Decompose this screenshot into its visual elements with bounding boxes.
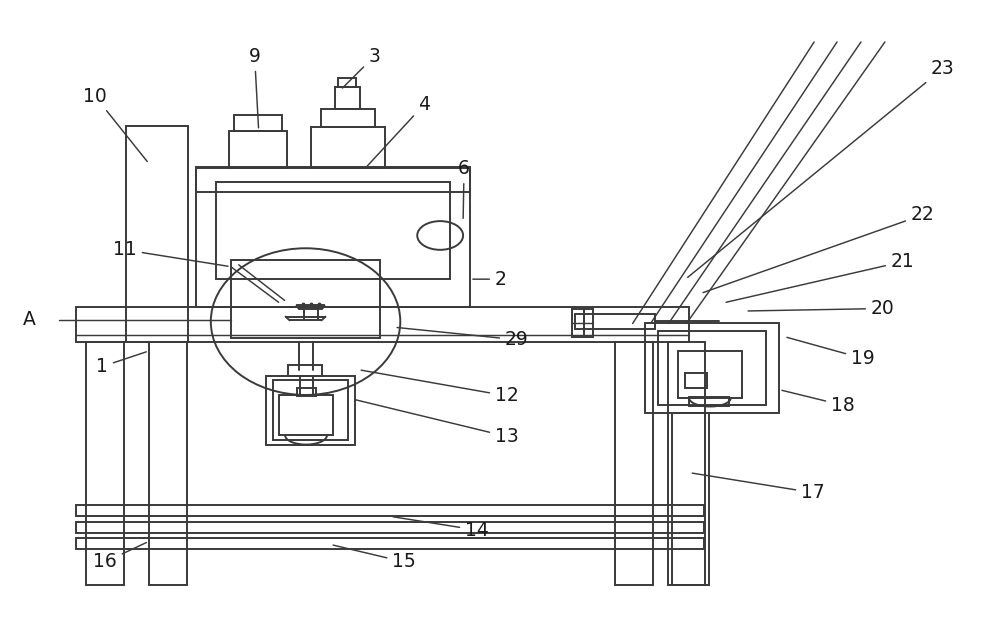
Text: 20: 20 xyxy=(748,299,895,318)
Bar xyxy=(311,127,385,168)
Bar xyxy=(149,342,187,585)
Text: 23: 23 xyxy=(688,60,955,277)
Bar xyxy=(216,182,450,279)
Bar xyxy=(584,308,593,337)
Text: 6: 6 xyxy=(458,159,470,218)
Bar xyxy=(229,130,287,168)
Bar xyxy=(335,87,360,108)
Bar xyxy=(297,388,316,396)
Text: 16: 16 xyxy=(93,542,146,571)
Text: A: A xyxy=(23,310,36,329)
Text: 21: 21 xyxy=(726,252,915,302)
Text: 18: 18 xyxy=(782,391,855,415)
Text: 4: 4 xyxy=(367,95,430,166)
Bar xyxy=(672,413,709,585)
Bar xyxy=(234,115,282,130)
Bar xyxy=(86,342,124,585)
Bar xyxy=(76,522,704,533)
Bar xyxy=(288,365,322,376)
Bar xyxy=(273,381,348,440)
Text: 13: 13 xyxy=(355,399,519,446)
Text: 15: 15 xyxy=(333,545,416,571)
Bar xyxy=(196,167,470,307)
Text: 19: 19 xyxy=(787,337,875,368)
Text: 14: 14 xyxy=(393,517,489,540)
Bar xyxy=(76,307,689,342)
Bar xyxy=(320,108,375,127)
Text: 9: 9 xyxy=(249,47,261,128)
Bar xyxy=(668,342,705,585)
Bar xyxy=(689,396,729,406)
Bar xyxy=(76,505,704,517)
Bar xyxy=(279,394,333,435)
Text: 29: 29 xyxy=(397,327,529,349)
Bar xyxy=(76,538,704,549)
Text: 17: 17 xyxy=(692,473,825,502)
Text: 3: 3 xyxy=(342,47,380,88)
Text: 22: 22 xyxy=(703,206,935,293)
Bar xyxy=(575,314,655,329)
Bar xyxy=(196,168,470,192)
Bar xyxy=(572,308,584,337)
Bar xyxy=(126,126,188,342)
Bar xyxy=(266,376,355,445)
Bar xyxy=(678,351,742,398)
Bar xyxy=(338,78,356,87)
Bar xyxy=(645,323,779,413)
Text: 12: 12 xyxy=(361,370,519,406)
Text: 11: 11 xyxy=(113,240,228,266)
Text: 1: 1 xyxy=(96,352,146,376)
Bar xyxy=(658,331,766,405)
Bar xyxy=(231,260,380,339)
Text: 2: 2 xyxy=(473,270,507,288)
Text: 10: 10 xyxy=(83,87,147,162)
Bar xyxy=(615,342,653,585)
Bar xyxy=(685,373,707,388)
